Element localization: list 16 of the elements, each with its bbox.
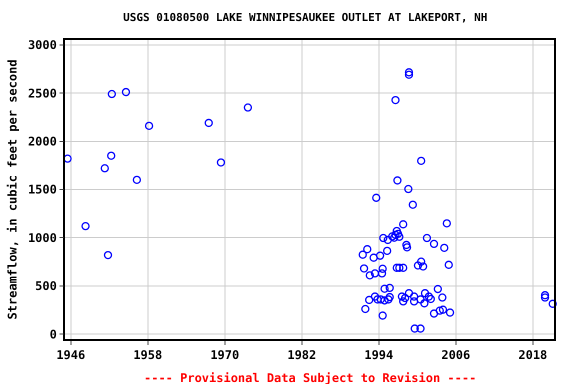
y-tick-label: 2000 xyxy=(28,134,57,148)
y-tick-label: 1500 xyxy=(28,182,57,197)
y-tick-label: 500 xyxy=(35,279,57,294)
x-tick-label: 1958 xyxy=(133,348,162,362)
y-axis-title: Streamflow, in cubic feet per second xyxy=(6,59,20,320)
y-tick-label: 1000 xyxy=(28,230,57,245)
y-tick-label: 3000 xyxy=(28,38,57,52)
x-tick-label: 1946 xyxy=(56,348,86,362)
x-tick-label: 2018 xyxy=(518,348,548,362)
x-tick-label: 1982 xyxy=(287,348,316,362)
x-tick-label: 2006 xyxy=(441,348,470,362)
y-tick-label: 0 xyxy=(50,327,57,342)
x-tick-label: 1970 xyxy=(210,348,240,362)
x-tick-label: 1994 xyxy=(364,348,394,362)
chart-title: USGS 01080500 LAKE WINNIPESAUKEE OUTLET AT LAKEPORT, NH xyxy=(123,11,488,24)
y-tick-label: 2500 xyxy=(28,86,57,100)
